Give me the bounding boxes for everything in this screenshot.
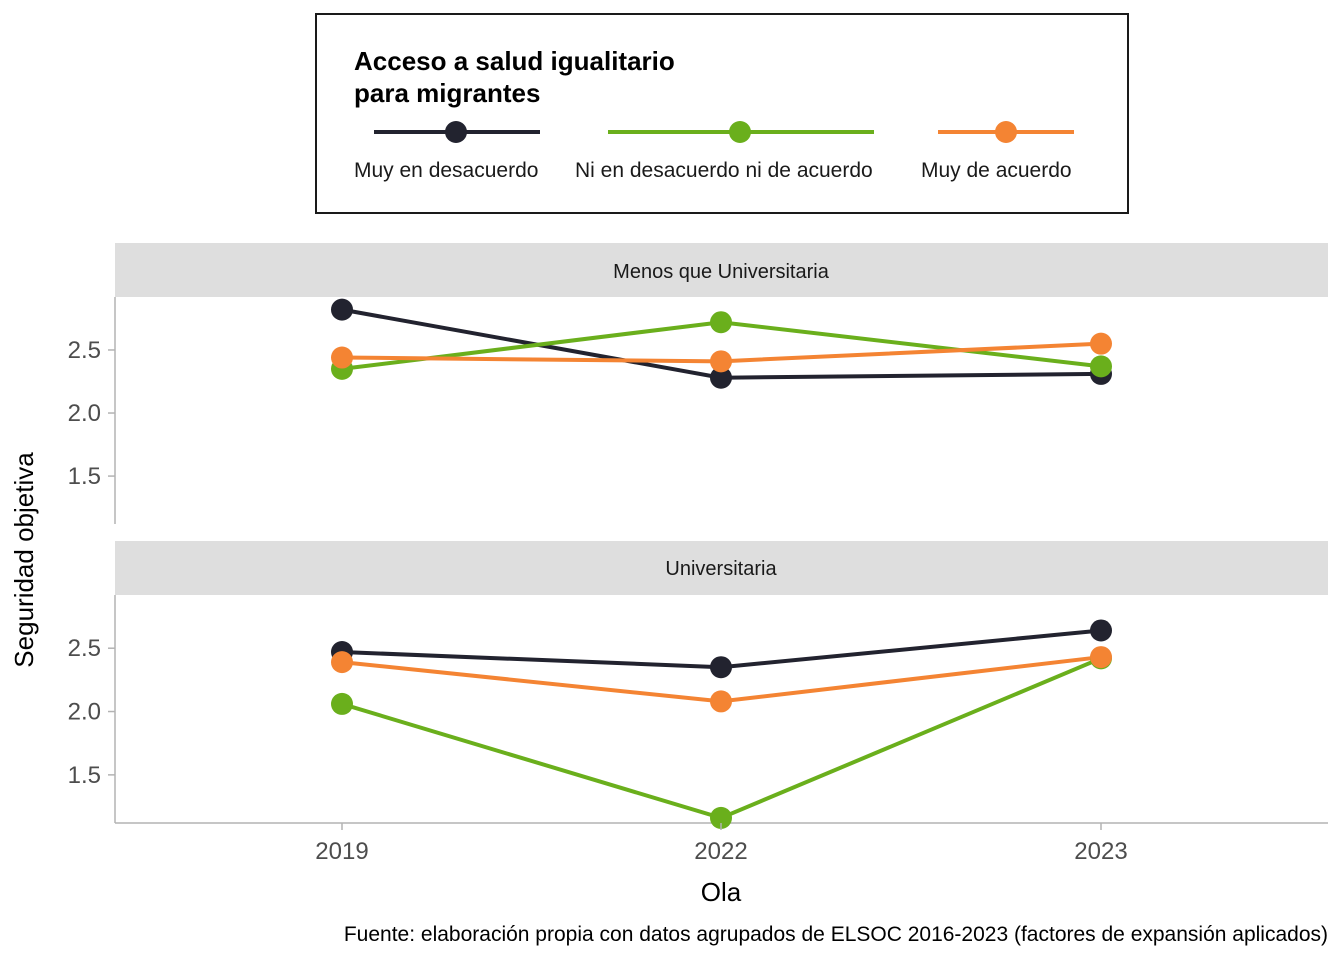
y-tick-label: 1.5 [68, 463, 101, 490]
data-point [710, 806, 732, 829]
data-point [331, 692, 353, 715]
y-tick-label: 1.5 [68, 762, 101, 789]
data-point [1090, 619, 1112, 642]
x-tick-label: 2023 [1074, 838, 1127, 865]
data-point [710, 350, 732, 373]
data-point [1090, 332, 1112, 355]
series-line [341, 656, 1102, 821]
legend-key-point [445, 121, 467, 143]
legend-label: Muy en desacuerdo [354, 159, 538, 182]
legend-title-line1: Acceso a salud igualitario [354, 46, 675, 76]
y-tick-label: 2.0 [68, 699, 101, 726]
legend-key-point [995, 121, 1017, 143]
x-axis-title: Ola [701, 877, 742, 907]
data-point [331, 651, 353, 674]
data-point [331, 346, 353, 369]
caption: Fuente: elaboración propia con datos agr… [344, 923, 1328, 946]
legend-label: Muy de acuerdo [921, 159, 1072, 182]
y-axis-title: Seguridad objetiva [9, 452, 39, 668]
panel-2-strip-label: Universitaria [665, 558, 777, 580]
data-point [331, 298, 353, 321]
panel-2-strip [115, 541, 1328, 595]
data-point [1090, 355, 1112, 378]
y-tick-label: 2.0 [68, 400, 101, 427]
x-axis-ticks: 2019 2022 2023 [315, 823, 1128, 865]
data-point [1090, 646, 1112, 669]
y-tick-label: 2.5 [68, 635, 101, 662]
legend: Acceso a salud igualitario para migrante… [315, 13, 1129, 214]
data-point [710, 690, 732, 713]
legend-label: Ni en desacuerdo ni de acuerdo [575, 159, 873, 182]
legend-title-line2: para migrantes [354, 78, 540, 108]
x-tick-label: 2019 [315, 838, 368, 865]
data-point [710, 311, 732, 334]
data-point [710, 656, 732, 679]
panel-1-strip-label: Menos que Universitaria [613, 261, 830, 283]
x-tick-label: 2022 [694, 838, 747, 865]
data-point [710, 366, 732, 389]
panel-1-strip [115, 243, 1328, 297]
legend-box [315, 13, 1129, 214]
panel-menos-que-universitaria: Menos que Universitaria 1.5 2.0 2.5 [68, 243, 1328, 524]
legend-key-point [729, 121, 751, 143]
y-tick-label: 2.5 [68, 337, 101, 364]
panel-universitaria: Universitaria 1.5 2.0 2.5 [68, 541, 1328, 829]
